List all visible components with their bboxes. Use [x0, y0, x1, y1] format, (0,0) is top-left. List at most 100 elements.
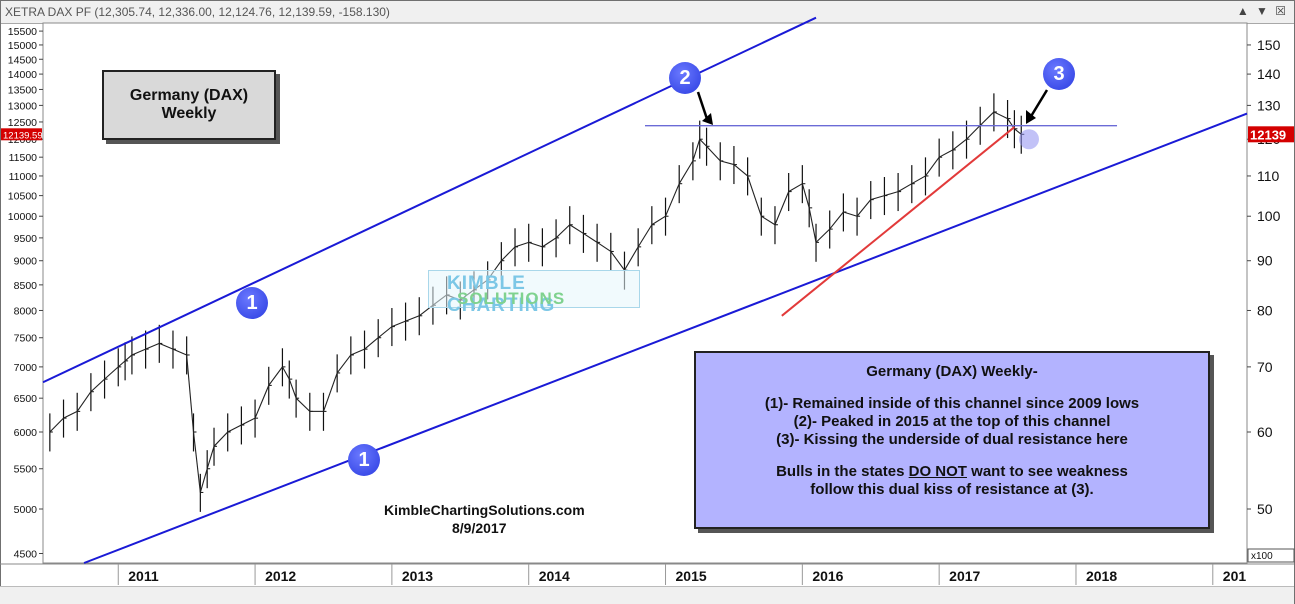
price-path-segment	[952, 138, 967, 151]
price-path-segment	[131, 348, 146, 356]
price-path-segment	[938, 149, 954, 158]
price-path-segment	[227, 424, 242, 433]
window-controls[interactable]: ▲ ▼ ☒	[1236, 4, 1288, 18]
window-title: XETRA DAX PF (12,305.74, 12,336.00, 12,1…	[5, 5, 390, 19]
watermark-line1: KIMBLE CHARTING	[447, 273, 556, 316]
price-path-segment	[897, 183, 913, 193]
left-axis-tick-label: 5500	[14, 464, 38, 476]
price-path-segment	[241, 417, 256, 426]
price-path-segment	[336, 354, 352, 374]
horizontal-scrollbar[interactable]	[0, 586, 1294, 604]
left-axis-tick-label: 14000	[8, 69, 37, 81]
price-path-segment	[145, 342, 160, 350]
price-path-segment	[692, 139, 701, 162]
price-path-segment	[774, 191, 790, 225]
right-current-price-label: 12139	[1250, 127, 1286, 142]
price-path-segment	[377, 326, 393, 339]
price-path-segment	[761, 215, 776, 226]
price-path-segment	[192, 431, 201, 493]
price-path-segment	[206, 446, 215, 469]
left-axis-tick-label: 15000	[8, 40, 37, 52]
commentary-line5: follow this dual kiss of resistance at (…	[810, 481, 1094, 498]
left-axis-tick-label: 8000	[14, 305, 38, 317]
price-path-segment	[90, 378, 105, 393]
price-path-segment	[542, 237, 557, 248]
price-path-segment	[391, 320, 406, 328]
price-path-segment	[405, 315, 420, 322]
price-path-segment	[213, 431, 229, 447]
left-axis-tick-label: 14500	[8, 54, 37, 66]
price-path-segment	[350, 348, 365, 356]
commentary-title: Germany (DAX) Weekly-	[866, 363, 1038, 380]
title-box: Germany (DAX) Weekly	[102, 70, 276, 140]
price-path-segment	[678, 160, 694, 184]
price-path-segment	[699, 138, 707, 147]
arrow-3-head	[1026, 110, 1036, 124]
price-path-segment	[911, 175, 926, 185]
price-path-segment	[186, 354, 195, 433]
commentary-line4: Bulls in the states DO NOT want to see w…	[696, 463, 1208, 481]
right-axis-tick-label: 90	[1257, 253, 1273, 269]
price-path-segment	[808, 207, 817, 243]
price-path-segment	[733, 164, 748, 177]
left-axis-tick-label: 13500	[8, 84, 37, 96]
right-axis-tick-label: 100	[1257, 208, 1281, 224]
price-path-segment	[637, 224, 653, 248]
marker-2: 2	[669, 62, 701, 94]
price-path-segment	[199, 468, 208, 493]
price-path-segment	[815, 228, 831, 243]
trendline-rising-support	[781, 126, 1016, 317]
left-current-price-label: 12139.59	[3, 130, 43, 141]
x-axis-tick-label: 2016	[812, 568, 843, 584]
x-axis-tick-label: 2013	[402, 568, 433, 584]
commentary-box: Germany (DAX) Weekly- (1)- Remained insi…	[694, 351, 1210, 529]
left-current-price-tag	[1, 128, 42, 141]
commentary-line2: (2)- Peaked in 2015 at the top of this c…	[793, 413, 1111, 430]
price-path-segment	[288, 378, 297, 399]
title-box-line1: Germany (DAX)	[129, 87, 249, 104]
price-path-segment	[843, 211, 858, 217]
price-path-segment	[281, 366, 290, 380]
price-path-segment	[884, 191, 899, 197]
left-axis-tick-label: 10500	[8, 191, 37, 203]
marker-3: 3	[1043, 58, 1075, 90]
trendline-lower-channel	[83, 112, 1248, 564]
right-axis-tick-label: 150	[1257, 37, 1281, 53]
x-axis-tick-label: 2018	[1086, 568, 1117, 584]
marker-1-upper: 1	[236, 287, 268, 319]
left-axis-tick-label: 9500	[14, 233, 38, 245]
price-path-segment	[706, 145, 721, 162]
left-axis-tick-label: 11000	[9, 171, 38, 183]
price-path-segment	[514, 241, 529, 248]
x-axis-tick-label: 2014	[539, 568, 570, 584]
left-axis-tick-label: 9000	[14, 256, 38, 268]
left-axis-tick-label: 8500	[14, 280, 38, 292]
price-path-segment	[624, 246, 639, 271]
touch-point-highlight	[1019, 129, 1039, 150]
price-path-segment	[63, 410, 78, 419]
right-multiplier-box	[1247, 548, 1295, 563]
price-path-segment	[159, 342, 174, 350]
price-path-segment	[720, 160, 735, 166]
price-path-segment	[124, 354, 133, 362]
left-axis-tick-label: 10000	[8, 211, 37, 223]
watermark-logo: KIMBLE CHARTING SOLUTIONS	[428, 270, 640, 316]
left-axis-tick-label: 13000	[8, 100, 37, 112]
commentary-line4c: want to see weakness	[966, 463, 1128, 480]
site-credit: KimbleChartingSolutions.com	[384, 502, 585, 518]
right-axis-tick-label: 110	[1257, 168, 1280, 184]
price-path-segment	[870, 195, 885, 201]
left-axis-tick-label: 15500	[8, 26, 37, 38]
price-path-segment	[295, 397, 311, 412]
left-axis-tick-label: 6500	[14, 393, 38, 405]
price-path-segment	[829, 211, 844, 230]
chart-date: 8/9/2017	[452, 520, 507, 536]
left-axis-tick-label: 6000	[14, 427, 38, 439]
commentary-line3: (3)- Kissing the underside of dual resis…	[776, 431, 1128, 448]
left-axis-tick-label: 12500	[8, 117, 37, 129]
right-current-price-tag	[1248, 126, 1294, 143]
left-axis-tick-label: 11500	[9, 152, 38, 164]
price-path-segment	[528, 241, 543, 248]
price-path-segment	[268, 366, 283, 386]
price-path-segment	[76, 391, 92, 412]
